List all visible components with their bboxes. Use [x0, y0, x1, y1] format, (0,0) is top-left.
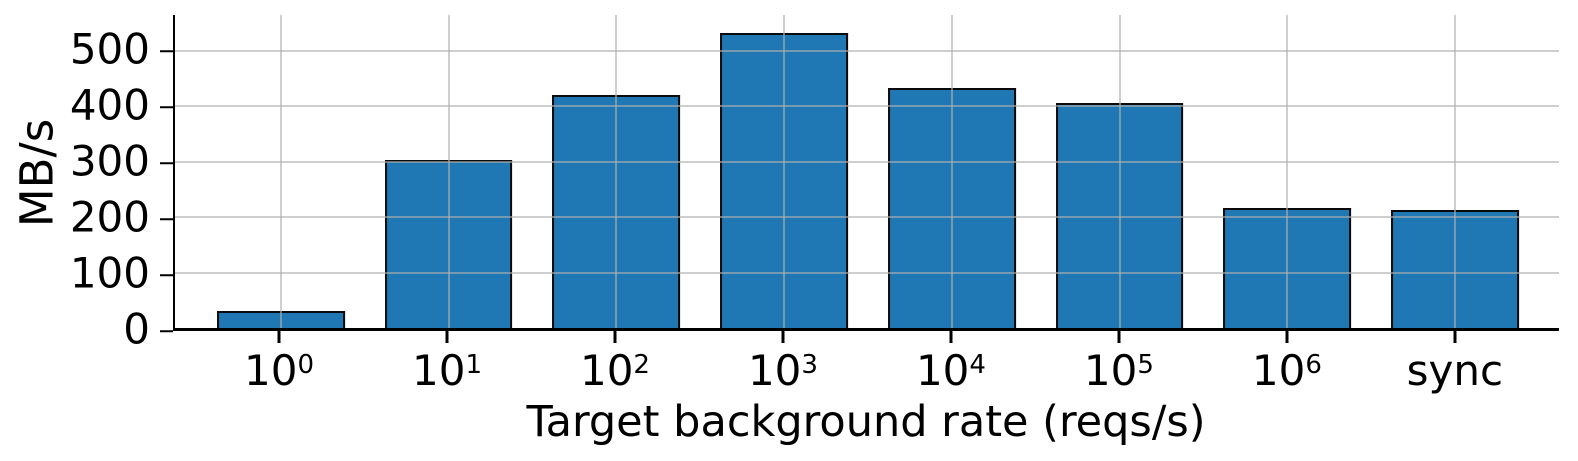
y-tick-mark [160, 329, 173, 333]
y-tick-mark [160, 161, 173, 165]
bar-1e0 [216, 311, 345, 328]
x-axis-label: Target background rate (reqs/s) [526, 397, 1206, 447]
bar-1e5 [1055, 103, 1184, 328]
y-tick-label: 300 [69, 136, 150, 186]
y-tick-label: 400 [69, 81, 150, 131]
bar-1e3 [720, 32, 849, 328]
x-tick-mark [1453, 331, 1457, 343]
bar-1e6 [1223, 207, 1352, 328]
plot-area [173, 15, 1559, 331]
x-axis-tick-labels: 100 101 102 103 104 105 106 sync [173, 346, 1559, 399]
y-axis-tick-marks [160, 15, 173, 333]
x-tick-label: 103 [747, 346, 818, 395]
x-tick-label: sync [1406, 346, 1504, 395]
x-tick-label: 101 [411, 346, 483, 395]
x-tick-label: 105 [1083, 346, 1154, 395]
bar-sync [1391, 210, 1519, 328]
bar-1e1 [384, 159, 513, 328]
x-tick-mark [1117, 331, 1121, 343]
x-tick-label: 104 [915, 346, 986, 395]
y-tick-mark [160, 217, 173, 221]
x-tick-mark [445, 331, 449, 343]
y-tick-label: 500 [69, 25, 150, 75]
y-tick-mark [160, 273, 173, 277]
x-tick-mark [613, 331, 617, 343]
bars-container [175, 15, 1559, 328]
bar-1e4 [887, 88, 1016, 328]
x-tick-mark [1285, 331, 1289, 343]
y-tick-mark [160, 50, 173, 53]
bar-1e2 [552, 95, 681, 328]
x-axis-tick-marks [173, 331, 1559, 343]
y-tick-label: 0 [123, 304, 150, 354]
y-axis-tick-labels: 0 100 200 300 400 500 [0, 15, 150, 351]
x-tick-label: 106 [1251, 346, 1322, 395]
x-tick-label: 102 [579, 346, 650, 395]
y-tick-mark [160, 106, 173, 109]
y-tick-label: 200 [69, 192, 150, 242]
x-tick-label: 100 [244, 346, 315, 395]
x-tick-mark [949, 331, 953, 343]
y-tick-label: 100 [69, 248, 150, 298]
x-tick-mark [781, 331, 785, 343]
x-tick-mark [277, 331, 281, 343]
